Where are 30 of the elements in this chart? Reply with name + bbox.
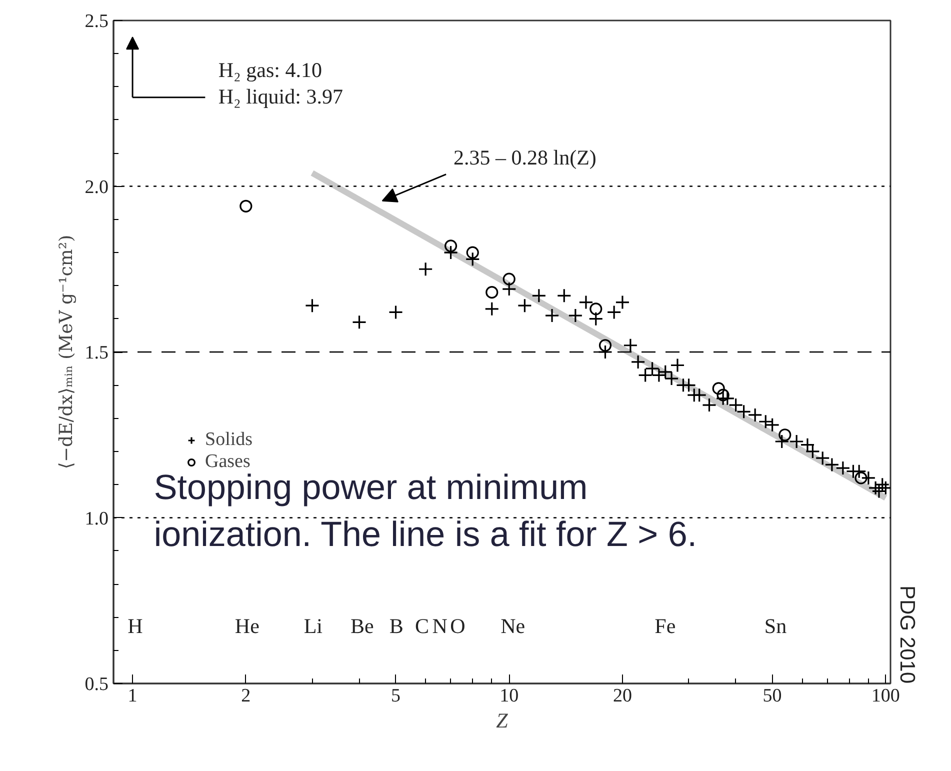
annotation: 2.35 – 0.28 ln(Z) xyxy=(454,146,596,170)
x-tick-label: 1 xyxy=(128,686,138,706)
annotation: B xyxy=(389,614,404,638)
annotation: N xyxy=(432,614,448,638)
annotation: Be xyxy=(350,614,374,638)
x-tick-label: 50 xyxy=(762,686,782,706)
y-axis-title: ⟨−dE/dx⟩ₘᵢₙ (MeV g⁻¹cm²) xyxy=(56,234,77,470)
annotation: Li xyxy=(304,614,323,638)
annotation: Sn xyxy=(764,614,788,638)
y-tick-label: 1.5 xyxy=(84,342,108,364)
annotation: H₂ liquid: 3.97 xyxy=(218,84,343,109)
x-tick-label: 2 xyxy=(241,686,251,706)
text: PDG 2010 xyxy=(896,585,918,684)
annotation: H xyxy=(128,614,143,638)
x-tick-label: 5 xyxy=(391,686,401,706)
annotation: He xyxy=(234,614,260,638)
x-axis-title: Z xyxy=(496,708,508,732)
y-tick-label: 2.5 xyxy=(84,11,108,32)
x-tick-label: 100 xyxy=(871,686,900,706)
annotation: C xyxy=(414,614,429,638)
annotation: Fe xyxy=(654,614,676,638)
annotation: H₂ gas: 4.10 xyxy=(218,58,322,82)
annotation: Ne xyxy=(500,614,526,638)
annotation: O xyxy=(450,614,466,638)
x-tick-label: 10 xyxy=(500,686,519,706)
legend-label: Solids xyxy=(205,429,253,451)
y-tick-label: 0.5 xyxy=(84,674,108,695)
y-tick-label: 2.0 xyxy=(84,176,108,198)
x-tick-label: 20 xyxy=(612,686,632,706)
y-tick-label: 1.0 xyxy=(84,508,108,530)
